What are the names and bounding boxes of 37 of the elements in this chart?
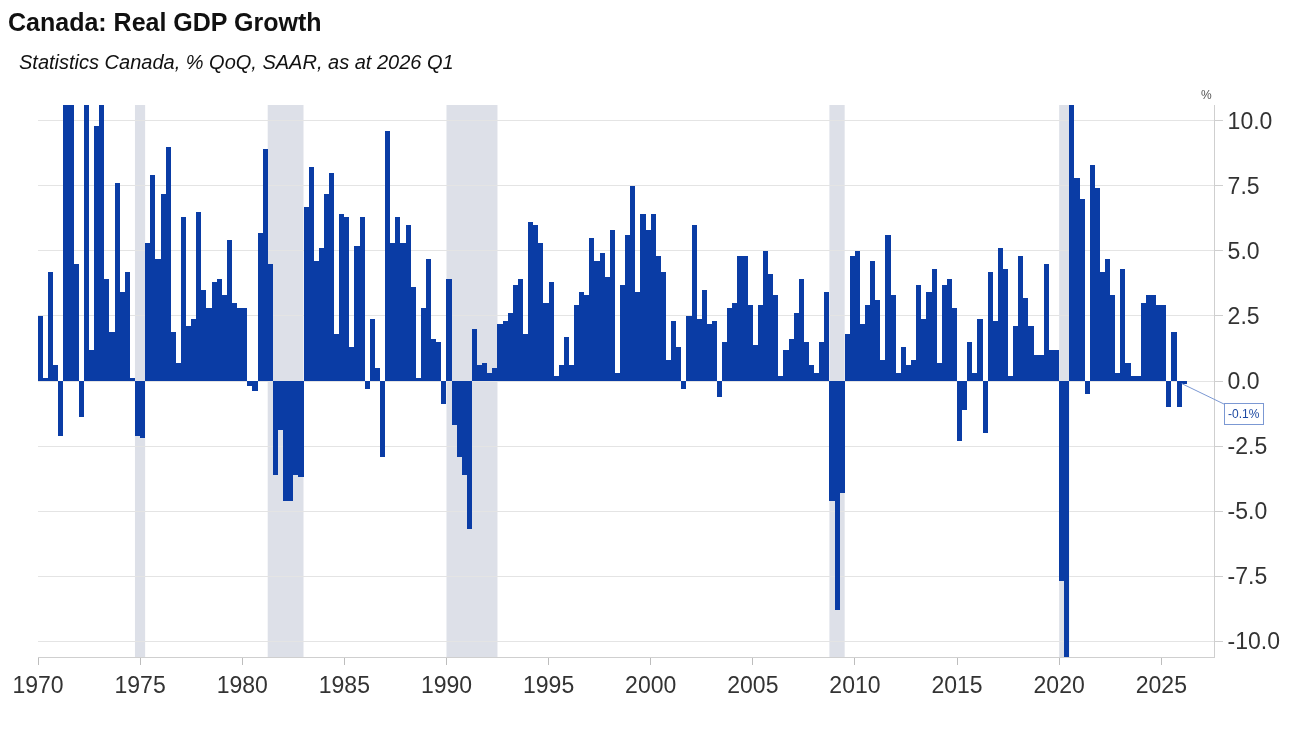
y-tick-label: -7.5 xyxy=(1227,563,1268,590)
y-tick-label: 7.5 xyxy=(1227,172,1260,199)
chart-title: Canada: Real GDP Growth xyxy=(8,7,322,36)
x-tick-label: 1970 xyxy=(12,671,64,698)
annotation: -0.1% xyxy=(1228,407,1260,421)
bar xyxy=(983,381,988,433)
y-tick-label: -10.0 xyxy=(1227,628,1281,655)
x-tick-label: 1975 xyxy=(114,671,166,698)
y-tick-label: 5.0 xyxy=(1227,237,1260,264)
bar xyxy=(380,381,385,457)
y-tick-label: 0.0 xyxy=(1227,368,1260,395)
y-tick-label: 10.0 xyxy=(1227,107,1273,134)
bar xyxy=(681,381,686,389)
x-tick-label: 1985 xyxy=(318,671,370,698)
bar xyxy=(79,381,84,417)
y-tick-label: -2.5 xyxy=(1227,433,1268,460)
y-tick-label: -5.0 xyxy=(1227,498,1268,525)
x-tick-label: 2015 xyxy=(931,671,983,698)
bar xyxy=(58,381,63,436)
x-tick-label: 2000 xyxy=(625,671,677,698)
chart-subtitle: Statistics Canada, % QoQ, SAAR, as at 2026 Q1 xyxy=(19,51,454,73)
bar xyxy=(446,279,452,381)
x-tick-label: 2005 xyxy=(727,671,779,698)
y-tick-label: 2.5 xyxy=(1227,302,1260,329)
x-tick-label: 2020 xyxy=(1033,671,1085,698)
bar xyxy=(441,381,446,404)
bar xyxy=(717,381,722,397)
x-tick-label: 1995 xyxy=(522,671,575,698)
x-tick-label: 2025 xyxy=(1135,671,1187,698)
bar xyxy=(1085,381,1090,394)
y-axis-title: % xyxy=(1201,88,1212,102)
x-tick-label: 1980 xyxy=(216,671,268,698)
x-tick-label: 2010 xyxy=(829,671,881,698)
x-tick-label: 1990 xyxy=(420,671,473,698)
bar xyxy=(1171,332,1177,381)
bar xyxy=(365,381,370,389)
bar xyxy=(1166,381,1171,407)
